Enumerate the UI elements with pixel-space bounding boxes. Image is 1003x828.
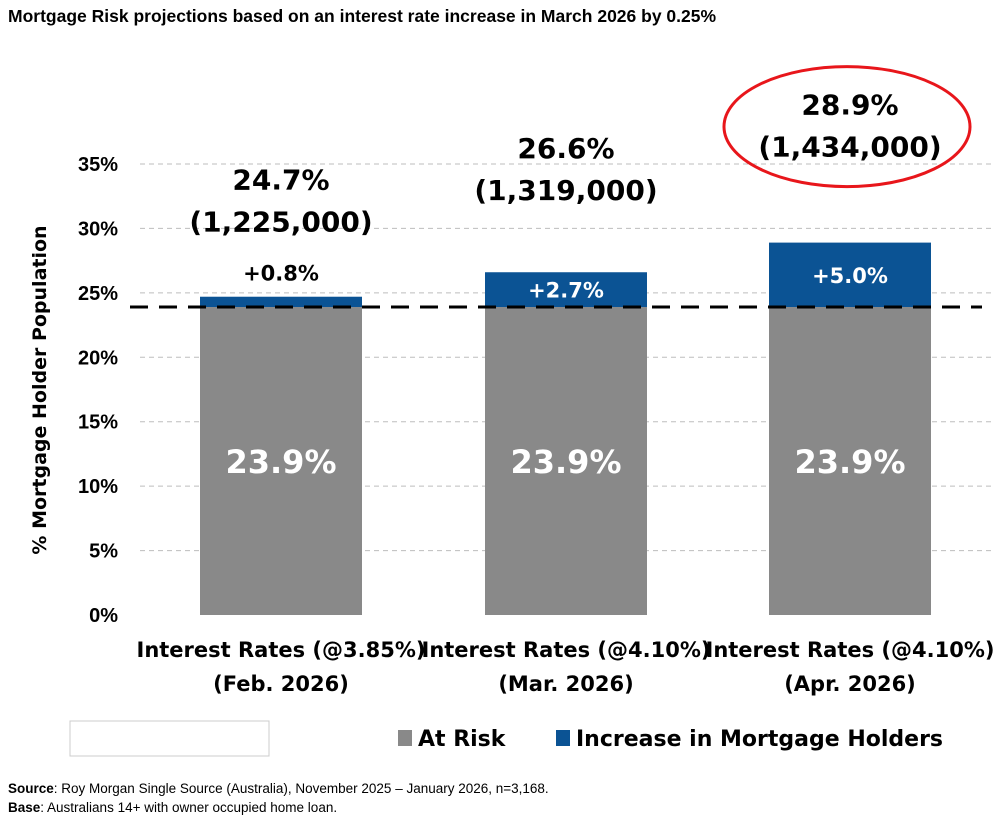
y-tick-label: 10% xyxy=(78,476,118,498)
y-tick-label: 35% xyxy=(78,154,118,176)
y-tick-label: 20% xyxy=(78,347,118,369)
y-axis-label: % Mortgage Holder Population xyxy=(29,225,51,554)
bar-increase xyxy=(485,272,647,308)
legend-swatch-at-risk xyxy=(398,730,412,746)
legend-swatch-increase xyxy=(556,730,570,746)
x-tick-label: Interest Rates (@3.85%) xyxy=(137,638,426,662)
bar-increase xyxy=(200,296,362,308)
total-pct-label: 26.6% xyxy=(517,132,614,165)
base-label: Base xyxy=(8,800,41,815)
y-tick-label: 30% xyxy=(78,218,118,240)
source-label: Source xyxy=(8,781,54,796)
source-note: Source: Roy Morgan Single Source (Austra… xyxy=(8,781,549,796)
legend-label-increase: Increase in Mortgage Holders xyxy=(576,727,943,752)
y-tick-label: 5% xyxy=(89,541,118,563)
total-pct-label: 28.9% xyxy=(801,89,898,122)
total-count-label: (1,225,000) xyxy=(189,206,372,239)
y-tick-label: 25% xyxy=(78,283,118,305)
source-text: : Roy Morgan Single Source (Australia), … xyxy=(53,781,549,796)
increase-label: +2.7% xyxy=(528,279,604,303)
total-count-label: (1,434,000) xyxy=(758,131,941,164)
highlight-ellipse xyxy=(722,65,972,189)
bar-increase xyxy=(769,242,931,308)
y-tick-label: 0% xyxy=(89,605,118,627)
increase-label: +0.8% xyxy=(243,262,319,286)
x-tick-label: Interest Rates (@4.10%) xyxy=(422,638,711,662)
stacked-bar-chart: 0% 5% 10% 15% 20% 25% 30% 35% % Mortgage Holder … xyxy=(29,65,995,757)
x-tick-label: Interest Rates (@4.10%) xyxy=(706,638,995,662)
at-risk-label: 23.9% xyxy=(510,443,621,481)
legend-box xyxy=(69,720,270,757)
total-pct-label: 24.7% xyxy=(232,164,329,197)
at-risk-label: 23.9% xyxy=(225,443,336,481)
base-text: : Australians 14+ with owner occupied ho… xyxy=(40,800,338,815)
y-tick-label: 15% xyxy=(78,412,118,434)
increase-label: +5.0% xyxy=(812,264,888,288)
x-tick-label: (Apr. 2026) xyxy=(784,672,916,696)
chart-title: Mortgage Risk projections based on an in… xyxy=(8,6,717,26)
total-count-label: (1,319,000) xyxy=(474,174,657,207)
at-risk-label: 23.9% xyxy=(794,443,905,481)
x-tick-label: (Mar. 2026) xyxy=(498,672,633,696)
bar-at-risk xyxy=(769,307,931,615)
base-note: Base: Australians 14+ with owner occupie… xyxy=(8,800,337,815)
bar-at-risk xyxy=(485,307,647,615)
bar-at-risk xyxy=(200,307,362,615)
x-tick-label: (Feb. 2026) xyxy=(213,672,349,696)
legend-label-at-risk: At Risk xyxy=(418,727,507,752)
